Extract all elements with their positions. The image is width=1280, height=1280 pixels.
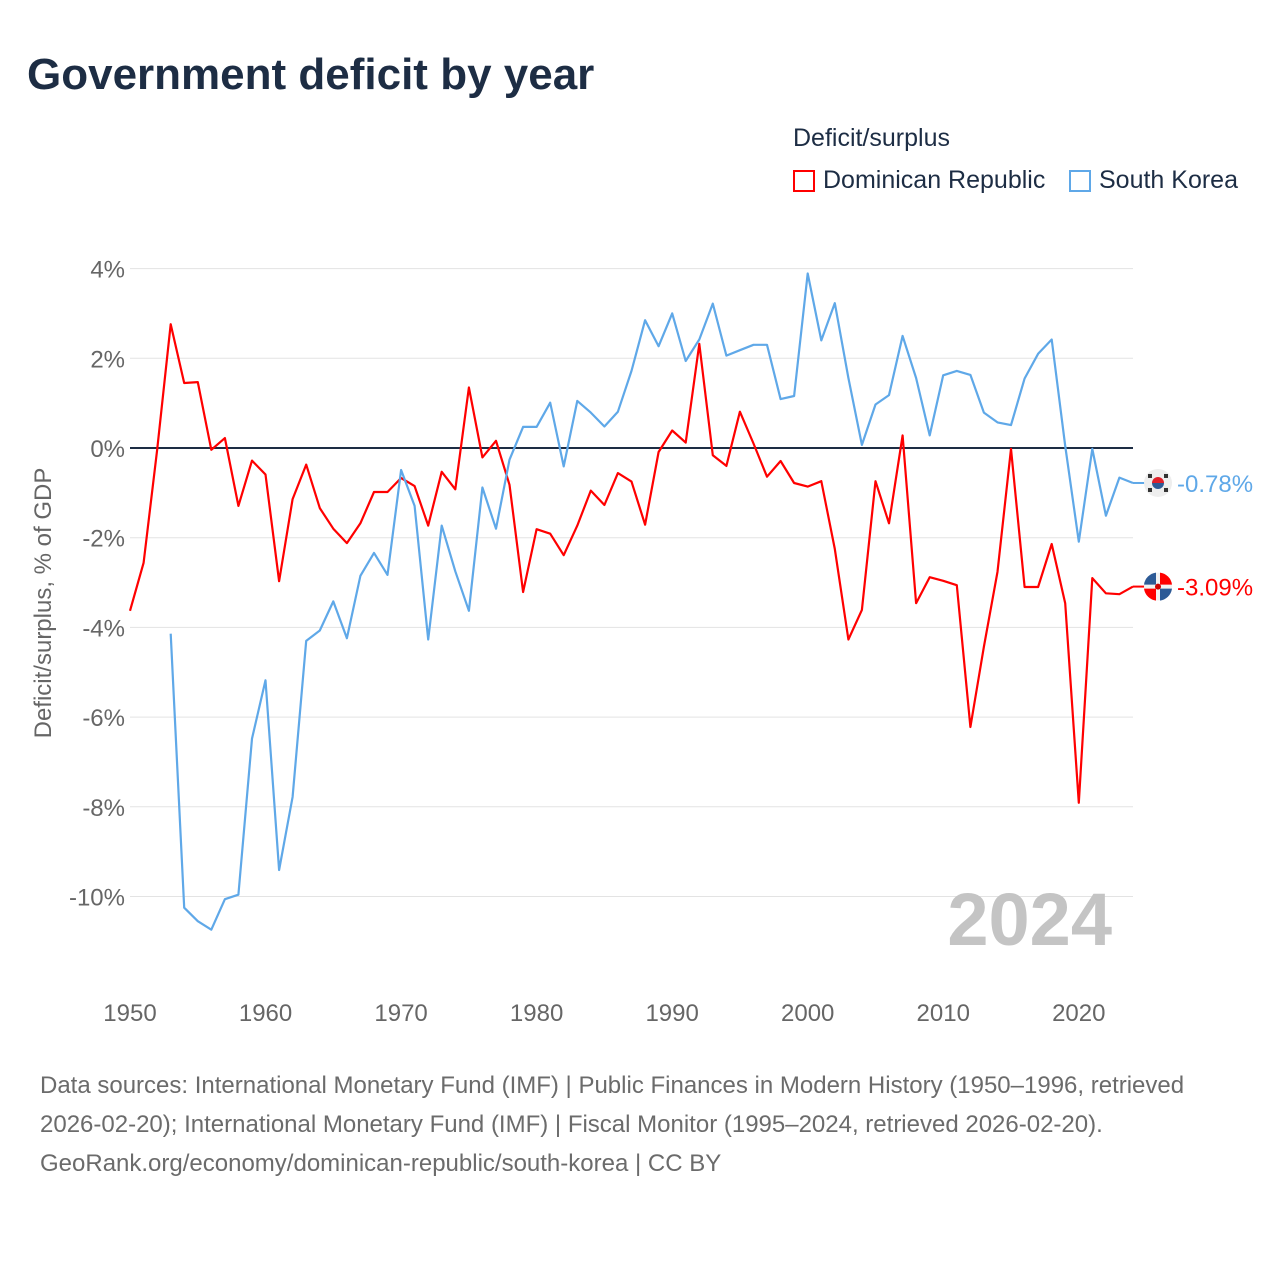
x-tick-label: 2010 [917,1000,970,1027]
y-tick-label: -6% [82,705,125,732]
chart-title: Government deficit by year [27,50,595,99]
x-tick-label: 1970 [374,1000,427,1027]
x-tick-label: 1980 [510,1000,563,1027]
dominican-republic-flag-icon [1144,572,1172,601]
end-value-label: -0.78% [1177,471,1253,498]
flag-trigram [1148,473,1152,478]
end-value-label: -3.09% [1177,575,1253,602]
x-tick-label: 1950 [103,1000,156,1027]
flag-quadrant [1160,588,1172,601]
y-tick-label: -8% [82,795,125,822]
y-tick-label: 2% [90,346,125,373]
flag-quadrant [1144,572,1156,585]
legend-label: South Korea [1099,166,1238,194]
line-chart: 4% 2% 0% -2% -4% -6% -8% -10% 1950 1960 1970 1980 1… [30,257,1253,1027]
flag-quadrant [1160,572,1172,585]
legend-swatch [1069,169,1091,192]
legend-item-dominican-republic[interactable]: Dominican Republic [793,166,1045,195]
flag-trigram [1164,487,1168,492]
legend-title: Deficit/surplus [793,124,950,152]
x-tick-label: 2000 [781,1000,834,1027]
data-sources: Data sources: International Monetary Fun… [40,1072,1185,1138]
flag-trigram [1148,487,1152,492]
flag-emblem [1155,583,1161,590]
y-tick-label: 0% [90,436,125,463]
flag-taeguk-blue [1152,482,1164,489]
legend-swatch [793,169,815,192]
south-korea-flag-icon [1144,468,1172,497]
flag-taeguk-red [1152,476,1164,483]
x-tick-label: 1990 [645,1000,698,1027]
y-tick-label: -10% [69,885,125,912]
y-tick-label: -2% [82,526,125,553]
x-tick-label: 2020 [1052,1000,1105,1027]
legend-label: Dominican Republic [823,166,1046,194]
credit-link[interactable]: GeoRank.org/economy/dominican-republic/s… [40,1150,722,1177]
series-line-south-korea [169,272,1134,931]
y-tick-label: 4% [90,257,125,284]
x-tick-label: 1960 [239,1000,292,1027]
y-tick-label: -4% [82,615,125,642]
flag-quadrant [1144,588,1156,601]
flag-trigram [1164,473,1168,478]
year-watermark: 2024 [947,878,1112,961]
footer: Data sources: International Monetary Fun… [40,1066,1240,1183]
series-line-dominican-republic [128,323,1134,804]
y-axis-title: Deficit/surplus, % of GDP [30,468,57,739]
legend-item-south-korea[interactable]: South Korea [1069,166,1238,195]
